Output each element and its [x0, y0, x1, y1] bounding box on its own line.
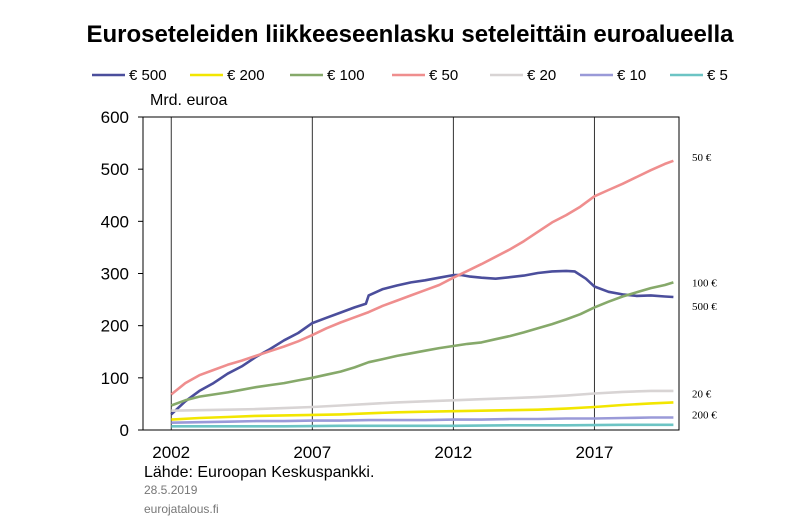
series-line-1	[171, 401, 674, 421]
x-tick-label: 2007	[293, 443, 331, 462]
y-tick-label: 600	[101, 108, 129, 127]
y-tick-label: 300	[101, 265, 129, 284]
x-tick-label: 2012	[434, 443, 472, 462]
legend-label: € 10	[617, 67, 646, 84]
date-note: 28.5.2019	[144, 483, 198, 497]
legend-label: € 200	[227, 67, 265, 84]
series-line-2	[170, 281, 674, 407]
source-note: Lähde: Euroopan Keskuspankki.	[144, 464, 374, 481]
legend: € 500 € 200 € 100 € 50 € 20 € 10 € 5	[92, 67, 728, 84]
legend-label: € 50	[429, 67, 458, 84]
right-series-label: 20 €	[692, 388, 712, 400]
y-tick-label: 0	[120, 421, 129, 440]
series-line-5	[171, 416, 674, 424]
site-note: eurojatalous.fi	[144, 502, 219, 516]
y-tick-label: 100	[101, 369, 129, 388]
plot-frame	[142, 116, 680, 431]
right-series-label: 100 €	[692, 277, 717, 289]
x-tick-label: 2002	[152, 443, 190, 462]
series-line-6	[171, 423, 674, 428]
chart-title: Euroseteleiden liikkeeseenlasku seteleit…	[87, 21, 735, 48]
legend-label: € 5	[707, 67, 728, 84]
legend-label: € 100	[327, 67, 365, 84]
right-labels: 50 € 100 € 500 € 20 € 200 €	[692, 152, 717, 421]
y-ticks: 0 100 200 300 400 500 600	[101, 108, 143, 440]
legend-label: € 20	[527, 67, 556, 84]
y-axis-label: Mrd. euroa	[150, 92, 227, 109]
right-series-label: 50 €	[692, 152, 712, 164]
right-series-label: 500 €	[692, 301, 717, 313]
y-tick-label: 500	[101, 160, 129, 179]
y-tick-label: 200	[101, 317, 129, 336]
y-tick-label: 400	[101, 212, 129, 231]
right-series-label: 200 €	[692, 409, 717, 421]
series-lines	[170, 159, 674, 428]
legend-label: € 500	[129, 67, 167, 84]
x-tick-label: 2017	[575, 443, 613, 462]
x-ticks: 2002 2007 2012 2017	[152, 443, 613, 462]
series-line-4	[171, 389, 674, 412]
series-line-3	[170, 159, 674, 396]
